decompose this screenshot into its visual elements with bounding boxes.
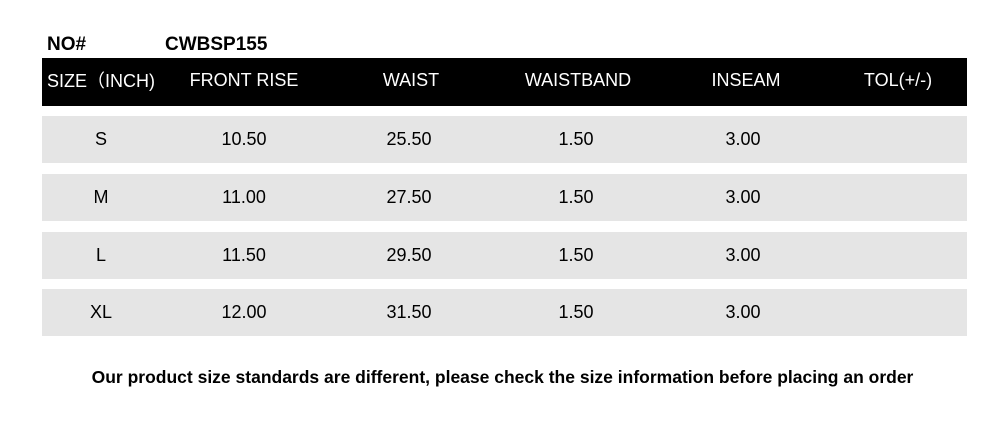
cell-tol: [813, 116, 983, 163]
cell-inseam: 3.00: [725, 245, 761, 265]
cell-size: L: [95, 245, 106, 265]
cell-size: XL: [89, 302, 113, 322]
cell-front-rise: 12.00: [221, 302, 267, 322]
header-tol: TOL(+/-): [863, 69, 933, 90]
header-inseam: INSEAM: [711, 69, 781, 90]
table-row: L 11.50 29.50 1.50 3.00: [42, 232, 967, 279]
cell-size: M: [93, 187, 109, 207]
cell-waistband: 1.50: [558, 129, 594, 149]
cell-waist: 31.50: [386, 302, 432, 322]
cell-size: S: [94, 129, 107, 149]
style-number: CWBSP155: [165, 34, 268, 55]
table-row: XL 12.00 31.50 1.50 3.00: [42, 289, 967, 336]
header-front-rise: FRONT RISE: [189, 69, 299, 90]
table-row: M 11.00 27.50 1.50 3.00: [42, 174, 967, 221]
header-waist: WAIST: [382, 69, 440, 90]
cell-front-rise: 11.50: [222, 245, 266, 265]
cell-waistband: 1.50: [558, 245, 594, 265]
cell-tol: [813, 174, 983, 221]
cell-waistband: 1.50: [558, 302, 594, 322]
table-header: SIZE（INCH) FRONT RISE WAIST WAISTBAND IN…: [42, 58, 967, 106]
cell-front-rise: 10.50: [221, 129, 267, 149]
cell-front-rise: 11.00: [222, 187, 266, 207]
cell-inseam: 3.00: [725, 302, 761, 322]
header-size: SIZE（INCH): [47, 71, 155, 91]
no-label: NO#: [47, 34, 87, 55]
footer-note: Our product size standards are different…: [91, 367, 914, 387]
cell-waistband: 1.50: [558, 187, 594, 207]
cell-waist: 27.50: [386, 187, 432, 207]
cell-waist: 29.50: [386, 245, 432, 265]
table-row: S 10.50 25.50 1.50 3.00: [42, 116, 967, 163]
cell-waist: 25.50: [386, 129, 432, 149]
cell-inseam: 3.00: [725, 187, 761, 207]
cell-tol: [813, 289, 983, 336]
header-waistband: WAISTBAND: [524, 69, 632, 90]
cell-inseam: 3.00: [725, 129, 761, 149]
cell-tol: [813, 232, 983, 279]
